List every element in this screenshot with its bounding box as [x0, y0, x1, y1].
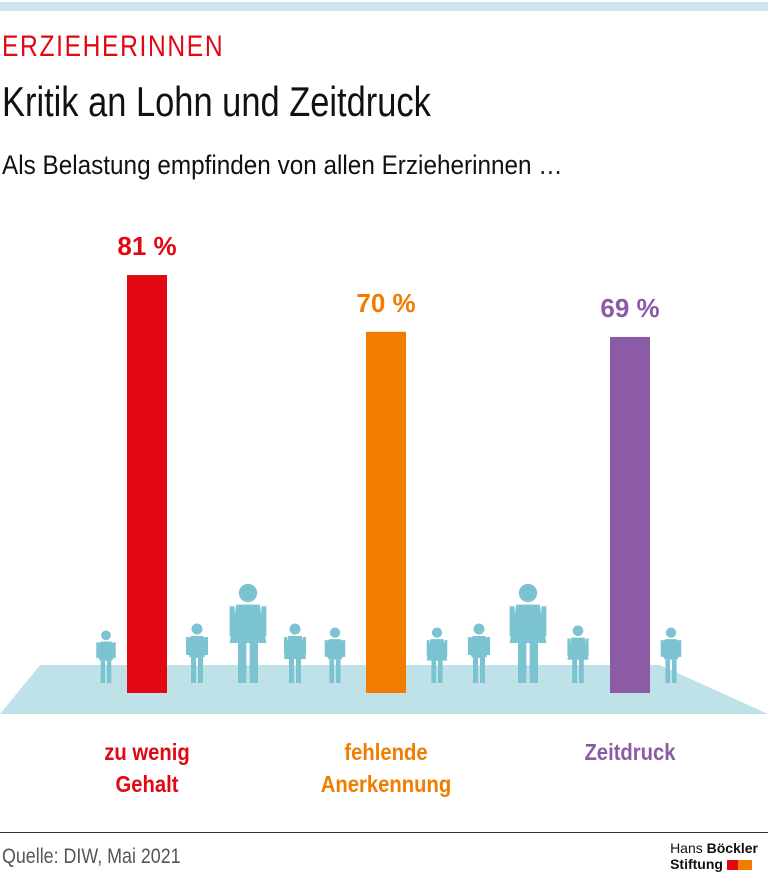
person-leg: [437, 659, 443, 683]
category-label-line: Zeitdruck: [584, 739, 676, 765]
chart-subtitle: Als Belastung empfinden von allen Erzieh…: [2, 150, 563, 180]
person-leg: [106, 660, 112, 683]
category-label: zu wenig Gehalt: [50, 736, 244, 800]
kicker: ERZIEHERINNEN: [2, 30, 225, 63]
person-dress: [229, 604, 267, 643]
person-leg: [191, 658, 196, 683]
category-label: Zeitdruck: [533, 736, 727, 768]
person-arm: [426, 640, 430, 657]
source-note: Quelle: DIW, Mai 2021: [2, 845, 181, 868]
person-arm: [96, 642, 99, 659]
person-head: [329, 627, 341, 638]
person-leg: [296, 658, 301, 683]
person-torso: [471, 636, 487, 658]
logo-text: Böckler: [706, 840, 758, 856]
person-leg: [198, 658, 203, 683]
bar-1: [127, 275, 167, 693]
person-arm: [585, 638, 589, 656]
category-label-line: Gehalt: [115, 771, 179, 797]
data-label: 70 %: [356, 288, 415, 318]
person-leg: [289, 658, 294, 683]
person-arm: [186, 637, 189, 655]
category-label: fehlende Anerkennung: [289, 736, 483, 800]
person-leg: [473, 658, 478, 683]
person-leg: [529, 641, 538, 683]
chart-title: Kritik an Lohn und Zeitdruck: [2, 78, 431, 125]
person-leg: [518, 641, 527, 683]
person-head: [238, 583, 258, 603]
person-torso: [98, 641, 114, 661]
person-arm: [541, 606, 547, 637]
person-head: [473, 623, 485, 635]
logo-mark: [726, 860, 741, 871]
person-arm: [678, 640, 682, 657]
person-head: [572, 625, 584, 637]
person-arm: [205, 637, 208, 655]
person-leg: [480, 658, 485, 683]
person-arm: [284, 637, 287, 655]
person-torso: [663, 639, 679, 660]
person-leg: [665, 659, 671, 683]
person-leg: [572, 658, 578, 683]
person-head: [665, 627, 677, 638]
person-arm: [113, 642, 116, 659]
person-dress: [509, 604, 547, 643]
person-arm: [660, 640, 664, 657]
person-arm: [444, 640, 448, 657]
person-head: [431, 627, 443, 638]
person-arm: [324, 640, 328, 657]
bar-3: [610, 336, 650, 693]
logo-text: Hans: [670, 840, 703, 856]
person-arm: [509, 606, 515, 637]
person-torso: [189, 636, 205, 658]
person-leg: [100, 660, 106, 683]
logo-mark: [737, 860, 752, 871]
person-torso: [327, 639, 343, 660]
category-label-line: zu wenig: [104, 739, 190, 765]
data-label: 69 %: [600, 293, 659, 323]
person-leg: [578, 658, 584, 683]
person-arm: [468, 637, 471, 655]
person-arm: [487, 637, 490, 655]
person-leg: [671, 659, 677, 683]
bar-chart: 81 % 70 % 69 %: [0, 231, 768, 714]
person-arm: [567, 638, 571, 656]
person-leg: [431, 659, 437, 683]
person-leg: [238, 641, 247, 683]
person-leg: [249, 641, 258, 683]
top-bar: [0, 2, 768, 11]
person-head: [191, 623, 203, 635]
person-arm: [303, 637, 306, 655]
person-leg: [335, 659, 341, 683]
person-dress: [284, 636, 306, 659]
bar-2: [366, 331, 406, 693]
person-arm: [342, 640, 346, 657]
person-leg: [329, 659, 335, 683]
person-head: [518, 583, 538, 603]
person-dress: [567, 637, 589, 660]
person-arm: [261, 606, 267, 637]
logo-text: Stiftung: [670, 856, 723, 872]
person-head: [289, 623, 301, 635]
logo: Hans Böckler Stiftung: [670, 840, 758, 872]
person-arm: [229, 606, 235, 637]
person-dress: [426, 639, 448, 661]
data-label: 81 %: [117, 231, 176, 261]
footer-divider: [0, 832, 768, 833]
category-label-line: Anerkennung: [320, 771, 452, 797]
category-label-line: fehlende: [344, 739, 428, 765]
person-head: [101, 630, 111, 641]
